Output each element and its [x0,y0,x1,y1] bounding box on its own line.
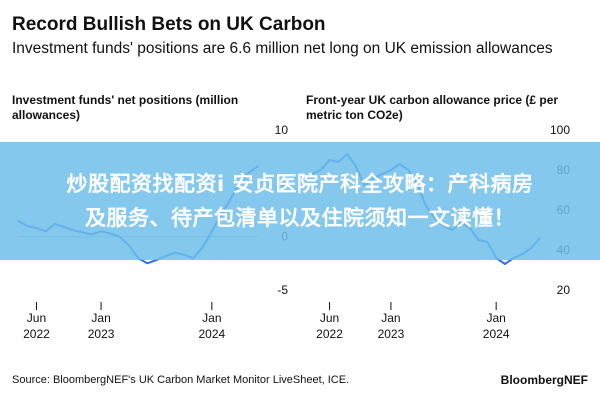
left-x-tick-year: 2023 [88,327,115,341]
left-data-point [146,262,149,265]
left-y-tick-label: -5 [277,283,288,297]
overlay-line-1: 炒股配资找配资i 安贞医院产科全攻略：产科病房 [66,172,534,196]
left-x-tick-year: 2024 [198,327,225,341]
right-x-tick-year: 2023 [378,327,405,341]
right-panel-title: Front-year UK carbon allowance price (£ … [306,93,559,122]
right-y-tick-label: 100 [550,123,570,137]
right-x-tick-month: Jan [381,311,400,325]
left-x-tick-year: 2022 [23,327,50,341]
right-x-tick-month: Jan [486,311,505,325]
right-x-tick-year: 2024 [483,327,510,341]
right-data-point [504,263,506,265]
left-x-tick-month: Jan [202,311,221,325]
source-note: Source: BloombergNEF's UK Carbon Market … [12,374,350,386]
overlay-line-2: 及服务、待产包清单以及住院须知一文读懂！ [85,206,515,230]
chart-title: Record Bullish Bets on UK Carbon [12,14,326,35]
left-panel-title: Investment funds' net positions (million… [12,93,239,122]
left-y-tick-label: 10 [275,123,289,137]
right-y-tick-label: 20 [557,283,571,297]
left-x-tick-month: Jun [27,311,46,325]
left-x-tick-month: Jan [91,311,110,325]
chart-subtitle: Investment funds' positions are 6.6 mill… [12,40,553,57]
right-x-tick-month: Jun [320,311,339,325]
overlay-banner: 炒股配资找配资i 安贞医院产科全攻略：产科病房 及服务、待产包清单以及住院须知一… [0,142,600,260]
brand-logo-text: BloombergNEF [500,373,588,387]
right-x-tick-year: 2022 [316,327,343,341]
